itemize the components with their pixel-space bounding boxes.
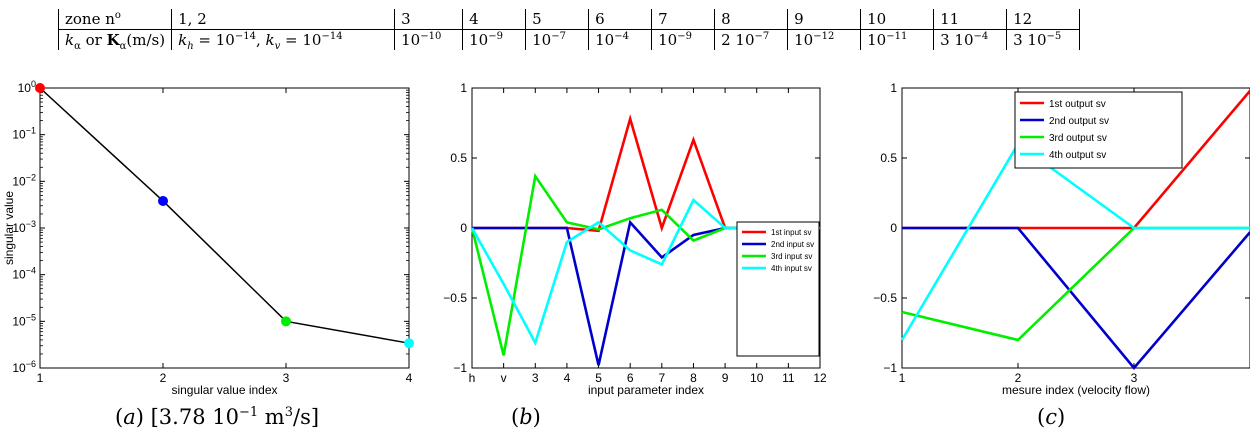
zone-cell: 5: [525, 9, 589, 30]
axes-frame: [39, 87, 410, 369]
y-tick-label: 100: [18, 79, 36, 95]
plot-area: [900, 89, 1250, 371]
k-cell: 10−9: [651, 29, 715, 50]
y-tick-label: 10−1: [12, 126, 36, 142]
y-tick-label: 1: [890, 81, 897, 95]
y-tick-label: 1: [460, 81, 467, 95]
k-cell: 10−7: [525, 29, 589, 50]
legend-label: 3rd output sv: [1049, 133, 1107, 144]
legend-label: 3rd input sv: [771, 252, 812, 261]
plot-area: [35, 83, 414, 349]
y-axis-label: singular value: [2, 191, 16, 265]
x-tick-label: 1: [37, 371, 44, 385]
zone-cell: 4: [462, 9, 526, 30]
legend-label: 1st input sv: [771, 228, 811, 237]
data-point: [404, 338, 414, 349]
k-cell: 3 10−5: [1006, 29, 1081, 50]
x-tick-label: 2: [160, 371, 167, 385]
y-tick-label: 10−6: [12, 359, 36, 375]
k-cell: 2 10−7: [714, 29, 788, 50]
k-cell: kh = 10−14, kv = 10−14: [171, 29, 395, 52]
x-tick-label: 5: [595, 371, 602, 385]
k-cell: 10−4: [588, 29, 652, 50]
zone-cell: 12: [1006, 9, 1081, 30]
x-axis-label: mesure index (velocity flow): [1002, 383, 1150, 397]
data-point: [281, 316, 291, 327]
series-line-2: [902, 226, 1250, 371]
x-tick-label: 3: [1131, 371, 1138, 385]
x-tick-label: 11: [782, 371, 795, 385]
zone-cell: 8: [714, 9, 788, 30]
zone-cell: 1, 2: [171, 9, 395, 30]
y-tick-label: −0.5: [873, 291, 897, 305]
legend-label: 4th output sv: [1049, 150, 1106, 161]
k-cell: 10−10: [394, 29, 463, 50]
table-row-zone: zone no 1, 2 3 4 5 6 7 8 9 10 11 12: [57, 9, 1081, 30]
chart-b: 1 0.5 0 −0.5 −1h v 3 4 5 6 7 8 9 10 11 12 input paramete…: [443, 81, 827, 397]
x-tick-label: 4: [564, 371, 571, 385]
k-cell: 10−9: [462, 29, 526, 50]
k-cell: 10−11: [860, 29, 934, 50]
k-cell: 10−12: [787, 29, 861, 50]
x-tick-label: 7: [658, 371, 665, 385]
legend-label: 1st output sv: [1049, 99, 1106, 110]
y-tick-label: −1: [883, 361, 897, 375]
caption-c: (c): [1037, 405, 1066, 429]
x-tick-label: 8: [690, 371, 697, 385]
y-tick-label: 0.5: [450, 151, 467, 165]
legend-label: 2nd input sv: [771, 240, 814, 249]
x-tick-label: 4: [406, 371, 413, 385]
zone-cell: 3: [394, 9, 463, 30]
x-tick-label: 1: [899, 371, 906, 385]
zone-cell: 6: [588, 9, 652, 30]
x-tick-label: 12: [813, 371, 827, 385]
legend: 1st input sv 2nd input sv 3rd input sv 4th …: [736, 221, 820, 357]
data-point: [35, 83, 45, 93]
caption-a: (a) [3.78 10−1 m3/s]: [115, 405, 320, 429]
caption-b: (b): [511, 405, 541, 429]
zone-cell: 11: [933, 9, 1007, 30]
x-tick-label: v: [501, 371, 507, 385]
y-tick-label: 0: [890, 221, 897, 235]
x-tick-label: 9: [722, 371, 729, 385]
chart-a: 100 10−1 10−2 10−3 10−4 10−5 10−61 2 3 4 singular …: [2, 79, 414, 397]
x-tick-label: h: [469, 371, 476, 385]
legend-label: 4th input sv: [771, 264, 812, 273]
zone-cell: 9: [787, 9, 861, 30]
x-tick-label: 3: [532, 371, 539, 385]
zone-cell: 7: [651, 9, 715, 30]
table-head-k: kα or Kα(m/s): [57, 29, 172, 52]
series-line-1: [39, 87, 410, 344]
zone-cell: 10: [860, 9, 934, 30]
x-axis-label: singular value index: [171, 383, 277, 397]
data-point: [158, 195, 168, 206]
y-tick-label: −1: [453, 361, 467, 375]
table-head-zone: zone no: [57, 9, 172, 30]
table-row-k: kα or Kα(m/s) kh = 10−14, kv = 10−14 10−…: [57, 29, 1081, 52]
legend: 1st output sv 2nd output sv 3rd output sv 4…: [1014, 91, 1183, 169]
y-tick-label: 0: [460, 221, 467, 235]
y-tick-label: −0.5: [443, 291, 467, 305]
k-cell: 3 10−4: [933, 29, 1007, 50]
x-axis-label: input parameter index: [588, 383, 704, 397]
x-tick-label: 10: [750, 371, 764, 385]
series-line-3: [901, 226, 1250, 342]
zone-table: zone no 1, 2 3 4 5 6 7 8 9 10 11 12 kα o…: [57, 9, 1081, 52]
y-tick-label: 10−2: [12, 172, 36, 188]
x-tick-label: 3: [283, 371, 290, 385]
x-tick-label: 2: [1015, 371, 1022, 385]
legend-label: 2nd output sv: [1049, 116, 1109, 127]
y-tick-label: 10−5: [12, 312, 36, 328]
y-tick-label: 0.5: [880, 151, 897, 165]
y-tick-label: 10−3: [12, 219, 36, 235]
series-line-4: [900, 142, 1250, 341]
x-tick-label: 6: [627, 371, 634, 385]
y-tick-label: 10−4: [12, 266, 36, 282]
legend-box: [1014, 91, 1183, 169]
